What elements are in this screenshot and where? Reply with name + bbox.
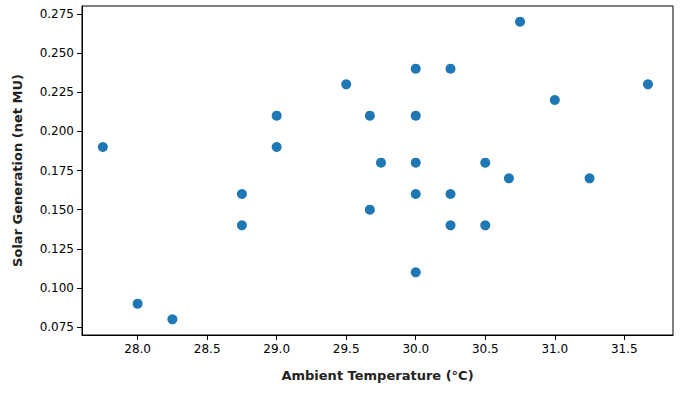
svg-text:0.200: 0.200 bbox=[40, 124, 74, 138]
svg-text:30.0: 30.0 bbox=[402, 342, 429, 356]
svg-text:0.150: 0.150 bbox=[40, 203, 74, 217]
svg-text:Solar Generation (net MU): Solar Generation (net MU) bbox=[10, 74, 25, 267]
svg-text:29.5: 29.5 bbox=[333, 342, 360, 356]
svg-text:30.5: 30.5 bbox=[472, 342, 499, 356]
svg-text:0.225: 0.225 bbox=[40, 85, 74, 99]
svg-text:Ambient Temperature (°C): Ambient Temperature (°C) bbox=[281, 368, 473, 383]
svg-text:28.0: 28.0 bbox=[124, 342, 151, 356]
svg-text:31.0: 31.0 bbox=[541, 342, 568, 356]
svg-text:0.250: 0.250 bbox=[40, 46, 74, 60]
svg-text:28.5: 28.5 bbox=[194, 342, 221, 356]
svg-text:0.075: 0.075 bbox=[40, 320, 74, 334]
svg-text:0.275: 0.275 bbox=[40, 7, 74, 21]
svg-text:29.0: 29.0 bbox=[263, 342, 290, 356]
svg-text:0.100: 0.100 bbox=[40, 281, 74, 295]
svg-text:0.125: 0.125 bbox=[40, 242, 74, 256]
svg-text:31.5: 31.5 bbox=[611, 342, 638, 356]
svg-text:0.175: 0.175 bbox=[40, 164, 74, 178]
